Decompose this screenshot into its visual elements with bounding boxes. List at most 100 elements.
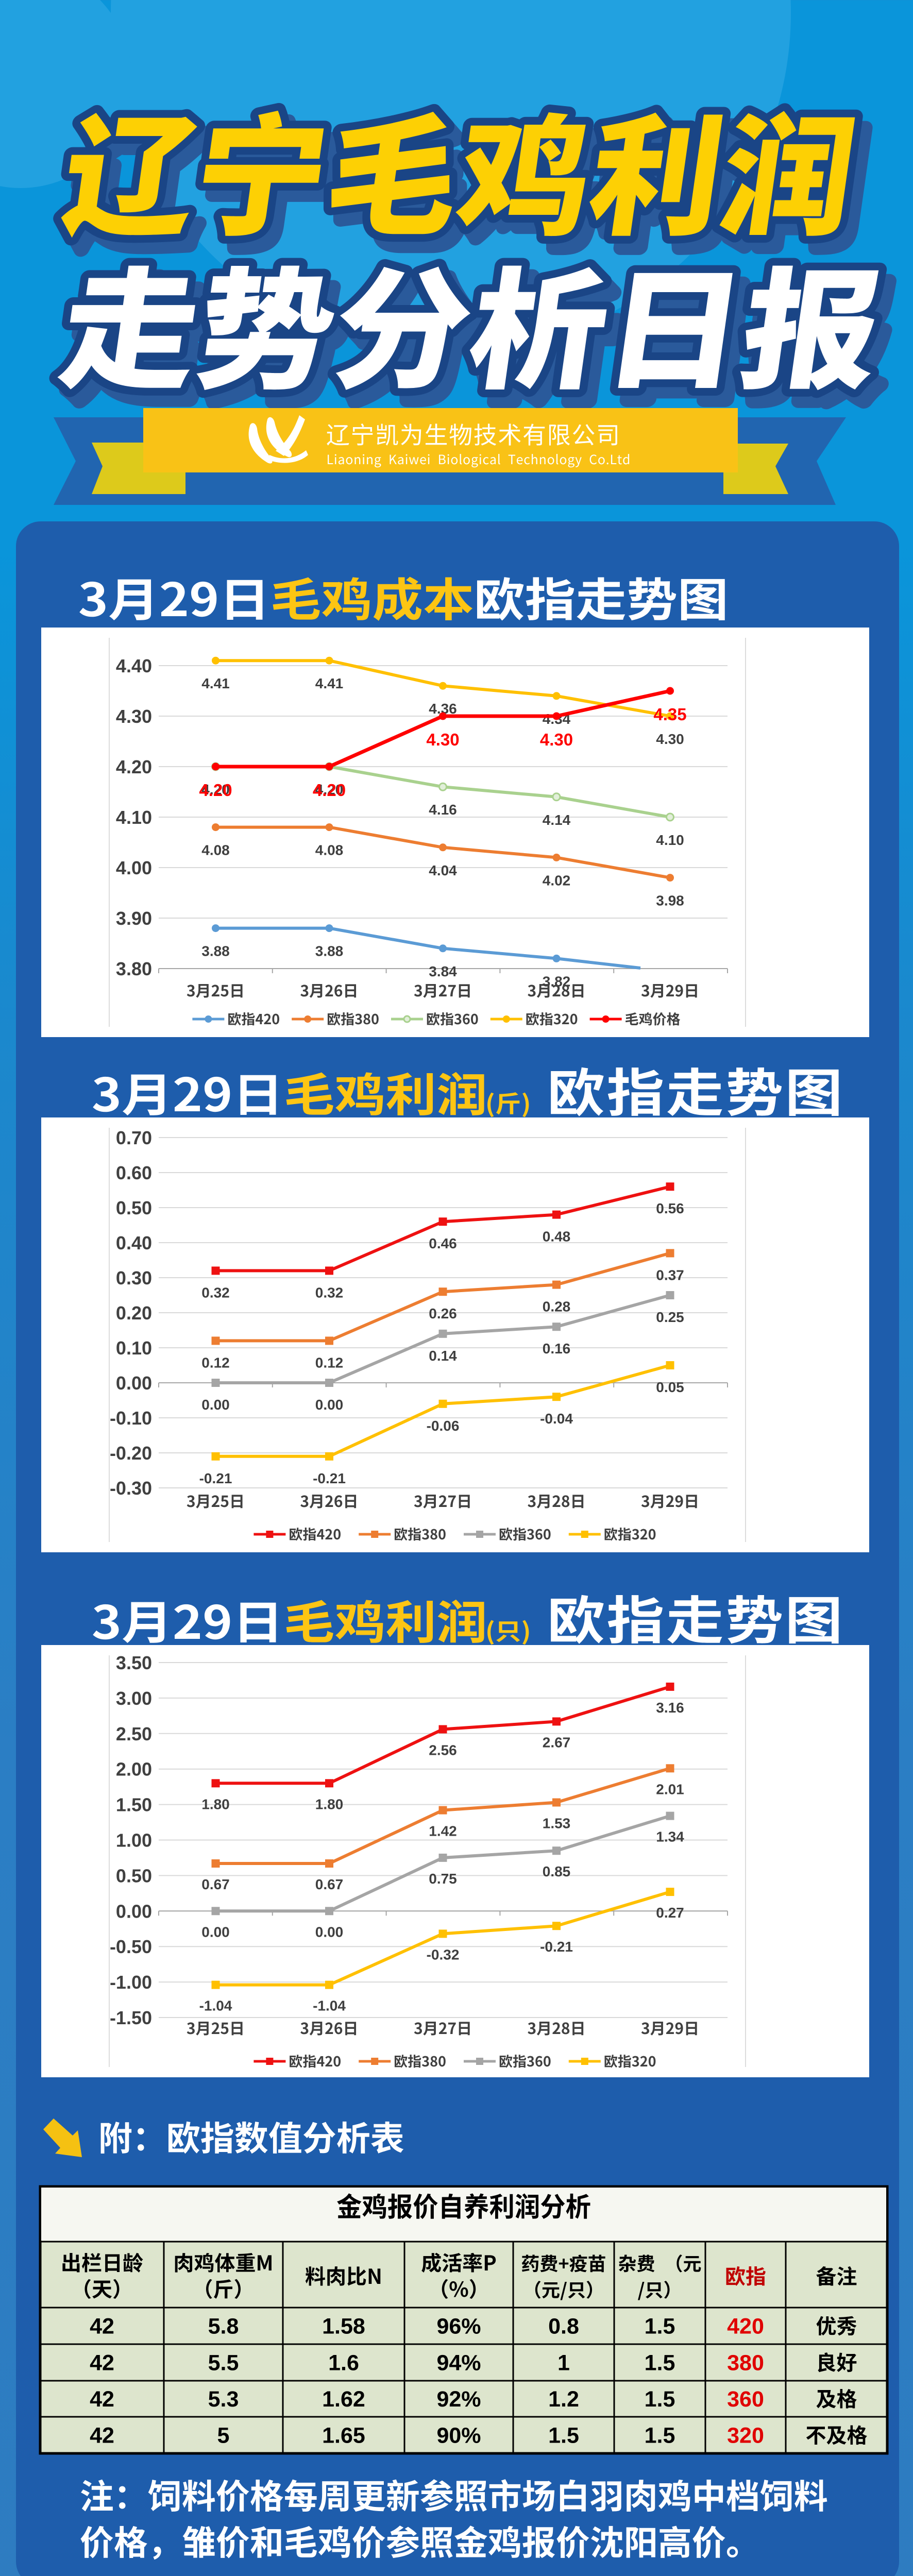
svg-text:0.28: 0.28: [543, 1299, 571, 1315]
svg-text:4.10: 4.10: [116, 807, 152, 828]
svg-text:1.80: 1.80: [201, 1796, 230, 1812]
svg-text:94%: 94%: [436, 2351, 481, 2376]
svg-text:0.00: 0.00: [116, 1372, 152, 1394]
svg-text:4.30: 4.30: [116, 706, 152, 727]
svg-text:4.35: 4.35: [653, 705, 686, 724]
svg-text:3.88: 3.88: [315, 943, 344, 959]
svg-text:4.41: 4.41: [315, 675, 344, 691]
svg-text:-0.20: -0.20: [110, 1443, 152, 1464]
svg-text:320: 320: [727, 2424, 764, 2448]
svg-text:0.25: 0.25: [656, 1309, 684, 1325]
svg-text:0.10: 0.10: [116, 1337, 152, 1359]
svg-text:3.16: 3.16: [656, 1700, 684, 1716]
svg-text:5: 5: [217, 2424, 230, 2448]
svg-text:0.00: 0.00: [116, 1901, 152, 1922]
svg-text:1.50: 1.50: [116, 1794, 152, 1816]
svg-text:2.67: 2.67: [543, 1734, 571, 1750]
svg-text:4.20: 4.20: [315, 782, 344, 798]
svg-text:4.10: 4.10: [656, 832, 684, 848]
svg-text:1.62: 1.62: [322, 2387, 365, 2412]
svg-text:42: 42: [90, 2424, 114, 2448]
svg-text:4.41: 4.41: [201, 675, 230, 691]
svg-text:1.34: 1.34: [656, 1829, 684, 1845]
svg-text:2.50: 2.50: [116, 1723, 152, 1744]
svg-text:0.05: 0.05: [656, 1379, 684, 1395]
svg-text:4.40: 4.40: [116, 655, 152, 676]
svg-text:0.67: 0.67: [315, 1876, 344, 1892]
svg-text:-0.06: -0.06: [427, 1418, 460, 1434]
svg-text:1.6: 1.6: [328, 2351, 359, 2376]
svg-text:0.12: 0.12: [201, 1354, 230, 1370]
svg-text:5.3: 5.3: [208, 2387, 239, 2412]
svg-text:420: 420: [727, 2314, 764, 2339]
svg-text:0.8: 0.8: [548, 2314, 579, 2339]
svg-text:42: 42: [90, 2387, 114, 2412]
svg-text:380: 380: [727, 2351, 764, 2376]
svg-text:42: 42: [90, 2314, 114, 2339]
svg-text:-1.04: -1.04: [199, 1998, 232, 2014]
svg-text:0.37: 0.37: [656, 1267, 684, 1283]
svg-text:-0.04: -0.04: [540, 1411, 573, 1427]
svg-text:4.20: 4.20: [201, 782, 230, 798]
svg-text:3.80: 3.80: [116, 958, 152, 979]
svg-text:5.5: 5.5: [208, 2351, 239, 2376]
svg-text:1.5: 1.5: [645, 2424, 675, 2448]
svg-text:0.30: 0.30: [116, 1267, 152, 1289]
svg-text:4.30: 4.30: [540, 730, 573, 749]
svg-text:-0.10: -0.10: [110, 1408, 152, 1429]
svg-text:3.82: 3.82: [543, 973, 571, 989]
svg-text:1.80: 1.80: [315, 1796, 344, 1812]
svg-text:4.14: 4.14: [543, 812, 571, 828]
svg-text:-0.30: -0.30: [110, 1478, 152, 1499]
svg-text:4.08: 4.08: [201, 842, 230, 858]
svg-text:-0.21: -0.21: [540, 1939, 573, 1955]
svg-text:0.14: 0.14: [429, 1348, 457, 1364]
svg-text:0.50: 0.50: [116, 1197, 152, 1218]
svg-text:1.65: 1.65: [322, 2424, 365, 2448]
svg-text:2.00: 2.00: [116, 1759, 152, 1780]
svg-text:1.42: 1.42: [429, 1823, 457, 1839]
svg-text:0.00: 0.00: [315, 1397, 344, 1413]
svg-text:0.67: 0.67: [201, 1876, 230, 1892]
svg-text:2.01: 2.01: [656, 1781, 684, 1797]
svg-text:90%: 90%: [436, 2424, 481, 2448]
svg-text:-0.32: -0.32: [427, 1946, 460, 1962]
svg-text:0.32: 0.32: [315, 1284, 344, 1300]
svg-text:4.30: 4.30: [426, 730, 459, 749]
svg-text:3.88: 3.88: [201, 943, 230, 959]
svg-text:0.20: 0.20: [116, 1302, 152, 1324]
svg-text:1.58: 1.58: [322, 2314, 365, 2339]
svg-text:0.26: 0.26: [429, 1306, 457, 1321]
svg-text:0.16: 0.16: [543, 1341, 571, 1357]
svg-text:-0.21: -0.21: [199, 1470, 232, 1486]
svg-text:1.5: 1.5: [645, 2387, 675, 2412]
svg-text:4.20: 4.20: [116, 756, 152, 777]
svg-text:0.50: 0.50: [116, 1865, 152, 1886]
svg-text:0.56: 0.56: [656, 1200, 684, 1216]
svg-text:2.56: 2.56: [429, 1742, 457, 1758]
svg-text:4.08: 4.08: [315, 842, 344, 858]
svg-text:3.00: 3.00: [116, 1688, 152, 1709]
svg-text:0.48: 0.48: [543, 1229, 571, 1245]
svg-text:4.30: 4.30: [656, 731, 684, 747]
svg-text:4.20: 4.20: [313, 781, 346, 800]
svg-text:4.16: 4.16: [429, 802, 457, 818]
svg-text:0.60: 0.60: [116, 1162, 152, 1183]
svg-text:4.02: 4.02: [543, 872, 571, 888]
svg-text:96%: 96%: [436, 2314, 481, 2339]
svg-text:3.50: 3.50: [116, 1652, 152, 1673]
svg-text:1: 1: [557, 2351, 570, 2376]
svg-text:360: 360: [727, 2387, 764, 2412]
svg-text:92%: 92%: [436, 2387, 481, 2412]
svg-text:5.8: 5.8: [208, 2314, 239, 2339]
svg-text:3.98: 3.98: [656, 893, 684, 909]
svg-text:0.00: 0.00: [201, 1924, 230, 1940]
svg-text:-1.00: -1.00: [110, 1972, 152, 1993]
svg-text:0.85: 0.85: [543, 1863, 571, 1879]
svg-text:0.70: 0.70: [116, 1127, 152, 1148]
svg-text:0.32: 0.32: [201, 1284, 230, 1300]
svg-text:1.53: 1.53: [543, 1816, 571, 1832]
svg-text:4.00: 4.00: [116, 857, 152, 878]
svg-text:0.75: 0.75: [429, 1871, 457, 1887]
svg-text:0.27: 0.27: [656, 1905, 684, 1921]
